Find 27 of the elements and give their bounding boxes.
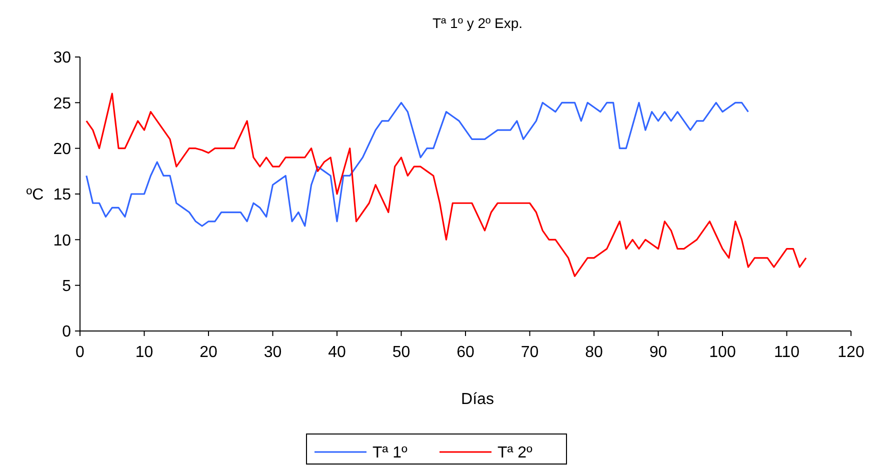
legend-label: Tª 1º [372,444,408,462]
x-tick-label: 100 [709,344,736,361]
y-tick-label: 20 [53,140,72,158]
x-tick-label: 40 [328,344,346,361]
x-tick-label: 70 [520,344,539,361]
y-tick-label: 25 [53,95,72,112]
y-axis-title: ºC [26,186,44,204]
x-tick-label: 80 [585,344,603,361]
chart-title: Tª 1º y 2º Exp. [432,15,523,31]
x-tick-label: 120 [838,344,864,361]
x-tick-label: 30 [264,344,282,361]
x-tick-label: 110 [774,344,800,361]
y-tick-label: 0 [62,324,72,341]
x-tick-label: 0 [76,344,85,361]
legend-label: Tª 2º [498,444,533,462]
y-tick-label: 30 [53,50,72,67]
line-series [86,92,807,277]
x-tick-label: 60 [456,344,474,361]
x-axis-title: Días [461,391,494,408]
y-tick-label: 10 [53,232,72,250]
x-tick-label: 20 [200,344,218,361]
line-series [86,102,749,227]
y-tick-label: 5 [62,278,72,295]
x-tick-label: 10 [135,344,154,361]
x-tick-label: 50 [392,344,410,361]
x-tick-label: 90 [649,344,668,361]
y-tick-label: 15 [53,186,72,204]
